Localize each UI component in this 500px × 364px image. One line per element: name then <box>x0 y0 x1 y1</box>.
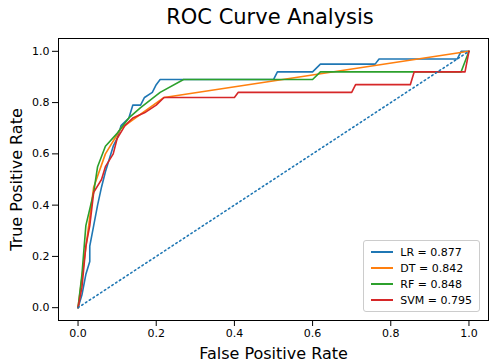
svg-text:0.6: 0.6 <box>32 147 50 160</box>
svg-text:0.2: 0.2 <box>147 327 165 340</box>
svg-text:0.0: 0.0 <box>32 301 50 314</box>
html-text:RF = 0.848: RF = 0.848 <box>400 277 462 291</box>
html-text:DT = 0.842: DT = 0.842 <box>400 261 464 275</box>
svg-text:0.2: 0.2 <box>32 250 50 263</box>
svg-text:1.0: 1.0 <box>32 45 50 58</box>
html-text:ROC Curve Analysis: ROC Curve Analysis <box>166 5 374 29</box>
svg-text:1.0: 1.0 <box>460 327 478 340</box>
svg-text:0.0: 0.0 <box>69 327 87 340</box>
svg-text:0.6: 0.6 <box>304 327 322 340</box>
svg-text:0.4: 0.4 <box>32 199 50 212</box>
svg-text:0.8: 0.8 <box>382 327 400 340</box>
svg-text:0.4: 0.4 <box>226 327 244 340</box>
svg-text:True Positive Rate: True Positive Rate <box>7 108 26 252</box>
svg-text:False Positive Rate: False Positive Rate <box>199 344 348 363</box>
svg-text:0.8: 0.8 <box>32 96 50 109</box>
html-text:SVM = 0.795: SVM = 0.795 <box>400 293 472 307</box>
html-text:LR = 0.877: LR = 0.877 <box>400 245 462 259</box>
